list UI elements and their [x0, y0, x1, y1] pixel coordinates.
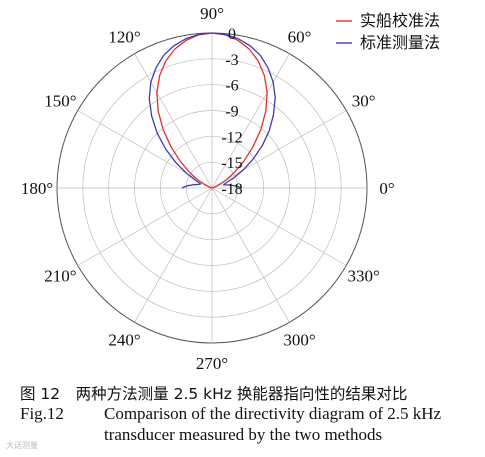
- radial-tick-label: -3: [225, 52, 238, 69]
- radial-tick-label: -12: [221, 129, 242, 146]
- grid-spoke: [134, 53, 213, 189]
- angle-tick-label: 120°: [108, 27, 140, 46]
- angle-tick-label: 300°: [283, 331, 315, 350]
- grid-spoke: [77, 187, 213, 266]
- angle-labels: 0° 30° 60° 90° 120° 150° 180° 210° 240° 270° 300° 3…: [21, 4, 395, 373]
- angle-tick-label: 150°: [44, 92, 76, 111]
- angle-tick-label: 60°: [288, 27, 312, 46]
- radial-tick-label: -6: [225, 78, 238, 95]
- grid-spoke: [211, 187, 347, 266]
- radial-tick-label: -18: [221, 181, 242, 198]
- legend-label: 实船校准法: [360, 11, 440, 30]
- watermark: 大话测量: [6, 441, 38, 450]
- legend-label: 标准测量法: [360, 33, 440, 52]
- grid-spoke: [211, 110, 347, 189]
- angle-tick-label: 180°: [21, 179, 53, 198]
- caption-chinese: 图 12 两种方法测量 2.5 kHz 换能器指向性的结果对比: [20, 385, 408, 403]
- radial-tick-label: -15: [221, 155, 242, 172]
- series-line: [148, 32, 276, 189]
- grid-spoke: [211, 53, 290, 189]
- caption-english-line2: transducer measured by the two methods: [104, 425, 383, 444]
- angle-tick-label: 330°: [347, 267, 379, 286]
- angle-tick-label: 240°: [108, 331, 140, 350]
- caption-english-line1: Fig.12 Comparison of the directivity diag…: [20, 404, 441, 424]
- grid-spoke: [77, 110, 213, 189]
- polar-grid: [56, 32, 368, 344]
- angle-tick-label: 270°: [196, 354, 228, 373]
- radial-tick-label: -9: [225, 104, 238, 121]
- caption-english-text1: Comparison of the directivity diagram of…: [104, 404, 442, 423]
- angle-tick-label: 210°: [44, 267, 76, 286]
- radial-labels: 0 -3 -6 -9 -12 -15 -18: [221, 26, 242, 198]
- grid-spoke: [134, 187, 213, 323]
- grid-spoke: [211, 187, 290, 323]
- figure-number: Fig.12: [20, 404, 64, 423]
- angle-tick-label: 90°: [200, 4, 224, 23]
- radial-tick-label: 0: [228, 26, 236, 43]
- series-layer: [148, 32, 276, 189]
- angle-tick-label: 30°: [352, 92, 376, 111]
- angle-tick-label: 0°: [379, 179, 394, 198]
